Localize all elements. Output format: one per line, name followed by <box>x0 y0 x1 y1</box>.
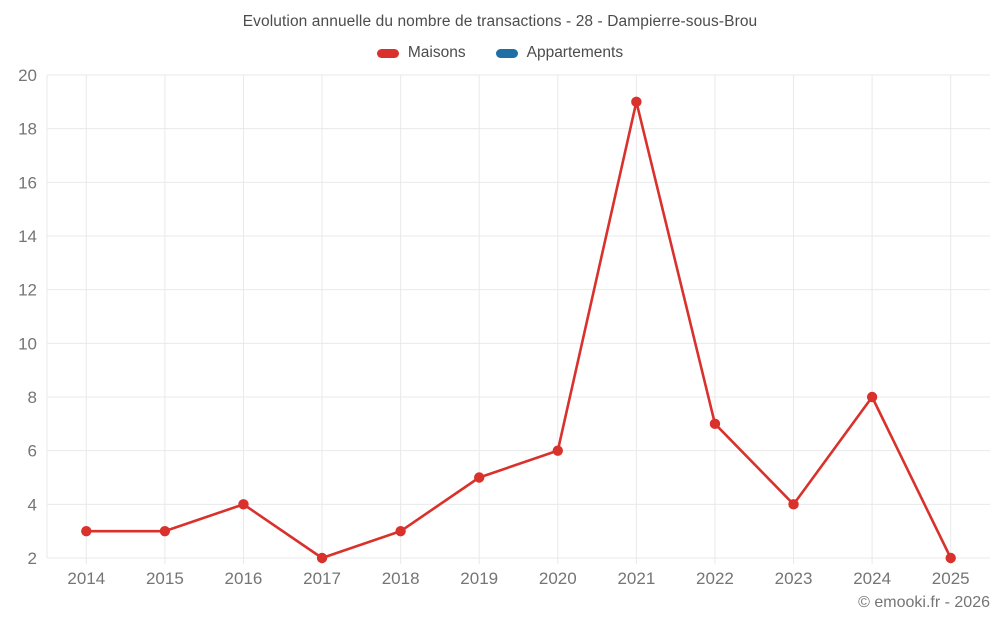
y-tick-label: 12 <box>18 281 37 300</box>
x-tick-label: 2021 <box>617 569 655 588</box>
appartements-swatch-icon <box>495 48 518 58</box>
x-tick-label: 2023 <box>775 569 813 588</box>
x-tick-label: 2016 <box>225 569 263 588</box>
data-point[interactable] <box>316 552 328 564</box>
x-tick-label: 2015 <box>146 569 184 588</box>
legend-label-maisons: Maisons <box>407 44 466 61</box>
x-tick-label: 2022 <box>696 569 734 588</box>
x-tick-label: 2018 <box>382 569 420 588</box>
data-point[interactable] <box>81 525 92 537</box>
data-point[interactable] <box>159 525 171 537</box>
data-point[interactable] <box>474 472 485 483</box>
y-tick-label: 6 <box>28 442 37 461</box>
x-tick-label: 2017 <box>303 569 341 588</box>
y-tick-label: 16 <box>18 173 37 192</box>
legend-item-appartements[interactable]: Appartements <box>495 44 624 62</box>
legend: Maisons Appartements <box>0 44 1000 62</box>
series-line-maisons <box>84 100 953 560</box>
data-point[interactable] <box>945 552 956 564</box>
y-tick-label: 14 <box>18 227 37 246</box>
x-tick-label: 2025 <box>932 569 970 588</box>
data-point[interactable] <box>631 96 642 108</box>
y-tick-label: 10 <box>18 334 37 353</box>
data-point[interactable] <box>866 391 878 403</box>
y-tick-label: 18 <box>18 120 37 139</box>
copyright-text: © emooki.fr - 2026 <box>858 594 990 611</box>
data-point[interactable] <box>788 499 799 510</box>
maisons-swatch-icon <box>376 48 399 58</box>
x-tick-label: 2014 <box>67 569 105 588</box>
x-tick-label: 2020 <box>539 569 577 588</box>
data-point[interactable] <box>552 445 563 456</box>
chart-title: Evolution annuelle du nombre de transact… <box>242 13 758 30</box>
y-tick-label: 20 <box>18 66 37 85</box>
legend-item-maisons[interactable]: Maisons <box>376 44 466 62</box>
data-point[interactable] <box>395 525 406 537</box>
x-tick-label: 2024 <box>853 569 891 588</box>
x-tick-label: 2019 <box>460 569 498 588</box>
y-tick-label: 8 <box>28 388 37 407</box>
data-point[interactable] <box>238 499 249 510</box>
data-point[interactable] <box>709 418 721 430</box>
y-tick-label: 2 <box>28 549 37 568</box>
y-tick-label: 4 <box>28 495 37 514</box>
legend-label-appartements: Appartements <box>526 44 624 61</box>
